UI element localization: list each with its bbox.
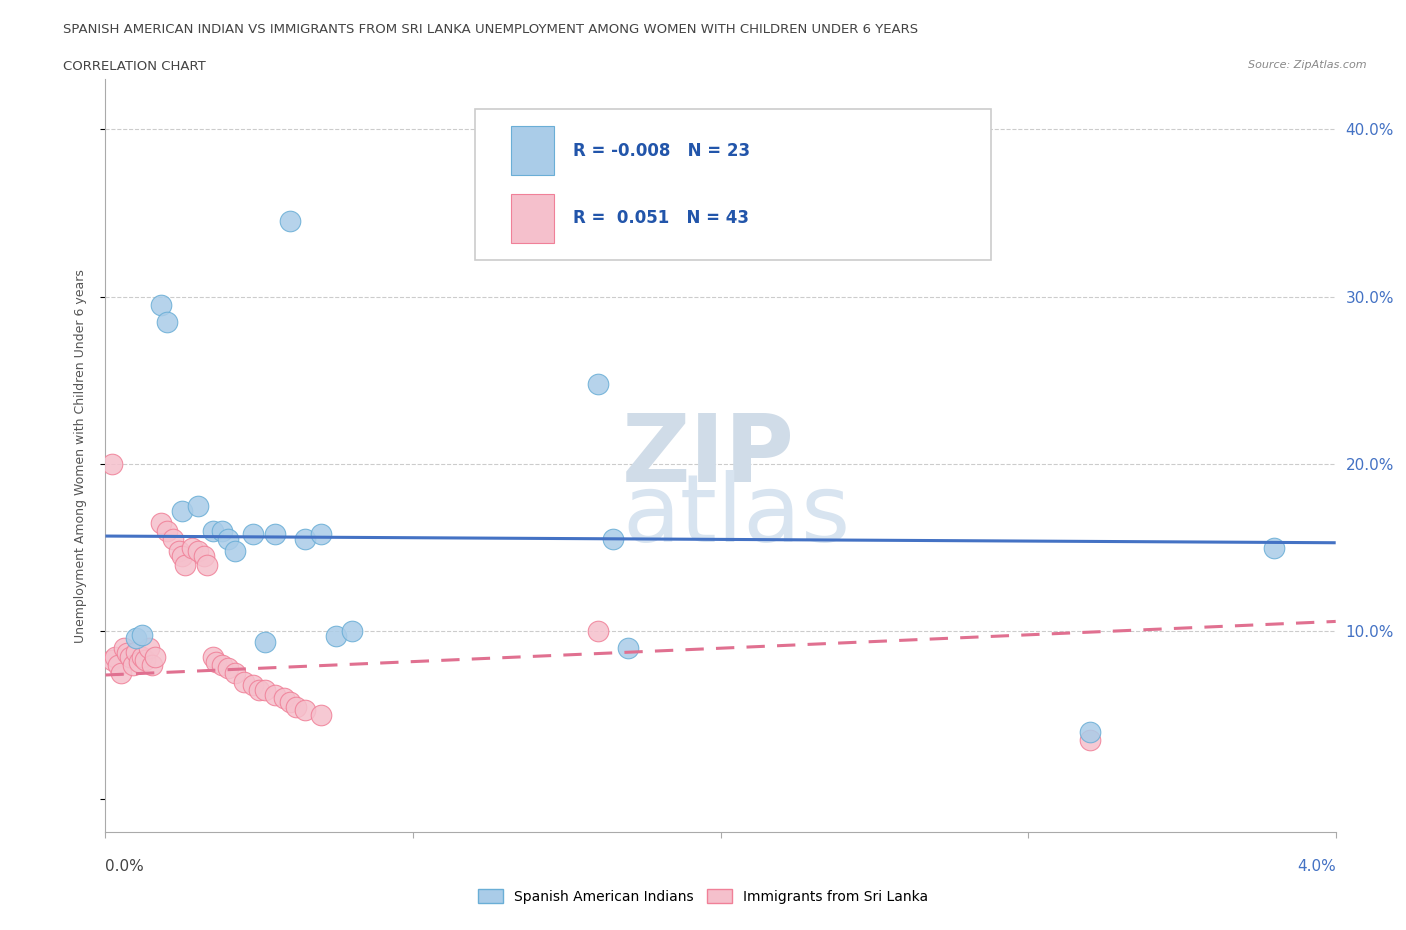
Point	[325, 629, 347, 644]
Point	[263, 527, 285, 542]
Point	[202, 524, 225, 538]
Point	[107, 658, 129, 672]
Point	[149, 515, 172, 530]
Text: 0.0%: 0.0%	[105, 859, 145, 874]
Point	[247, 683, 270, 698]
Point	[1263, 540, 1285, 555]
Point	[218, 532, 240, 547]
Point	[187, 498, 209, 513]
Point	[211, 524, 233, 538]
Point	[174, 557, 197, 572]
Point	[128, 654, 150, 669]
Point	[104, 649, 127, 664]
Point	[125, 644, 148, 659]
Point	[125, 631, 148, 645]
Point	[131, 649, 153, 664]
Point	[242, 678, 264, 693]
Point	[149, 298, 172, 312]
Text: CORRELATION CHART: CORRELATION CHART	[63, 60, 207, 73]
Point	[120, 649, 141, 664]
Point	[156, 314, 179, 329]
FancyBboxPatch shape	[475, 109, 991, 259]
Point	[586, 377, 609, 392]
Text: ZIP: ZIP	[621, 410, 794, 501]
Point	[263, 687, 285, 702]
Text: 4.0%: 4.0%	[1296, 859, 1336, 874]
Point	[193, 549, 215, 564]
Point	[100, 457, 122, 472]
Text: SPANISH AMERICAN INDIAN VS IMMIGRANTS FROM SRI LANKA UNEMPLOYMENT AMONG WOMEN WI: SPANISH AMERICAN INDIAN VS IMMIGRANTS FR…	[63, 23, 918, 36]
Point	[294, 703, 316, 718]
Point	[172, 549, 194, 564]
Point	[115, 645, 138, 660]
Point	[232, 674, 254, 689]
Point	[224, 666, 246, 681]
Point	[205, 654, 228, 669]
Bar	[512, 126, 554, 175]
Point	[224, 544, 246, 559]
Point	[156, 524, 179, 538]
Point	[278, 695, 301, 710]
Legend: Spanish American Indians, Immigrants from Sri Lanka: Spanish American Indians, Immigrants fro…	[472, 884, 934, 910]
Point	[586, 624, 609, 639]
Point	[169, 544, 191, 559]
Point	[141, 658, 163, 672]
Point	[278, 214, 301, 229]
Point	[340, 624, 363, 639]
Point	[242, 527, 264, 542]
Point	[617, 641, 640, 656]
Text: atlas: atlas	[621, 470, 851, 562]
Point	[1078, 733, 1101, 748]
Point	[172, 503, 194, 518]
Bar	[512, 194, 554, 243]
Point	[187, 544, 209, 559]
Text: Source: ZipAtlas.com: Source: ZipAtlas.com	[1249, 60, 1367, 71]
Point	[602, 532, 624, 547]
Point	[309, 527, 332, 542]
Point	[134, 653, 156, 668]
Point	[1078, 724, 1101, 739]
Point	[131, 628, 153, 643]
Point	[211, 658, 233, 672]
Point	[254, 634, 277, 649]
Point	[195, 557, 218, 572]
Point	[285, 699, 308, 714]
Point	[122, 658, 145, 672]
Point	[254, 683, 277, 698]
Text: R = -0.008   N = 23: R = -0.008 N = 23	[574, 141, 749, 160]
Point	[309, 708, 332, 723]
Point	[110, 666, 132, 681]
Point	[143, 649, 166, 664]
Text: R =  0.051   N = 43: R = 0.051 N = 43	[574, 209, 749, 228]
Point	[294, 532, 316, 547]
Y-axis label: Unemployment Among Women with Children Under 6 years: Unemployment Among Women with Children U…	[75, 269, 87, 643]
Point	[138, 641, 160, 656]
Point	[218, 661, 240, 676]
Point	[273, 691, 295, 706]
Point	[162, 532, 184, 547]
Point	[100, 653, 122, 668]
Point	[202, 649, 225, 664]
Point	[180, 540, 202, 555]
Point	[112, 641, 135, 656]
